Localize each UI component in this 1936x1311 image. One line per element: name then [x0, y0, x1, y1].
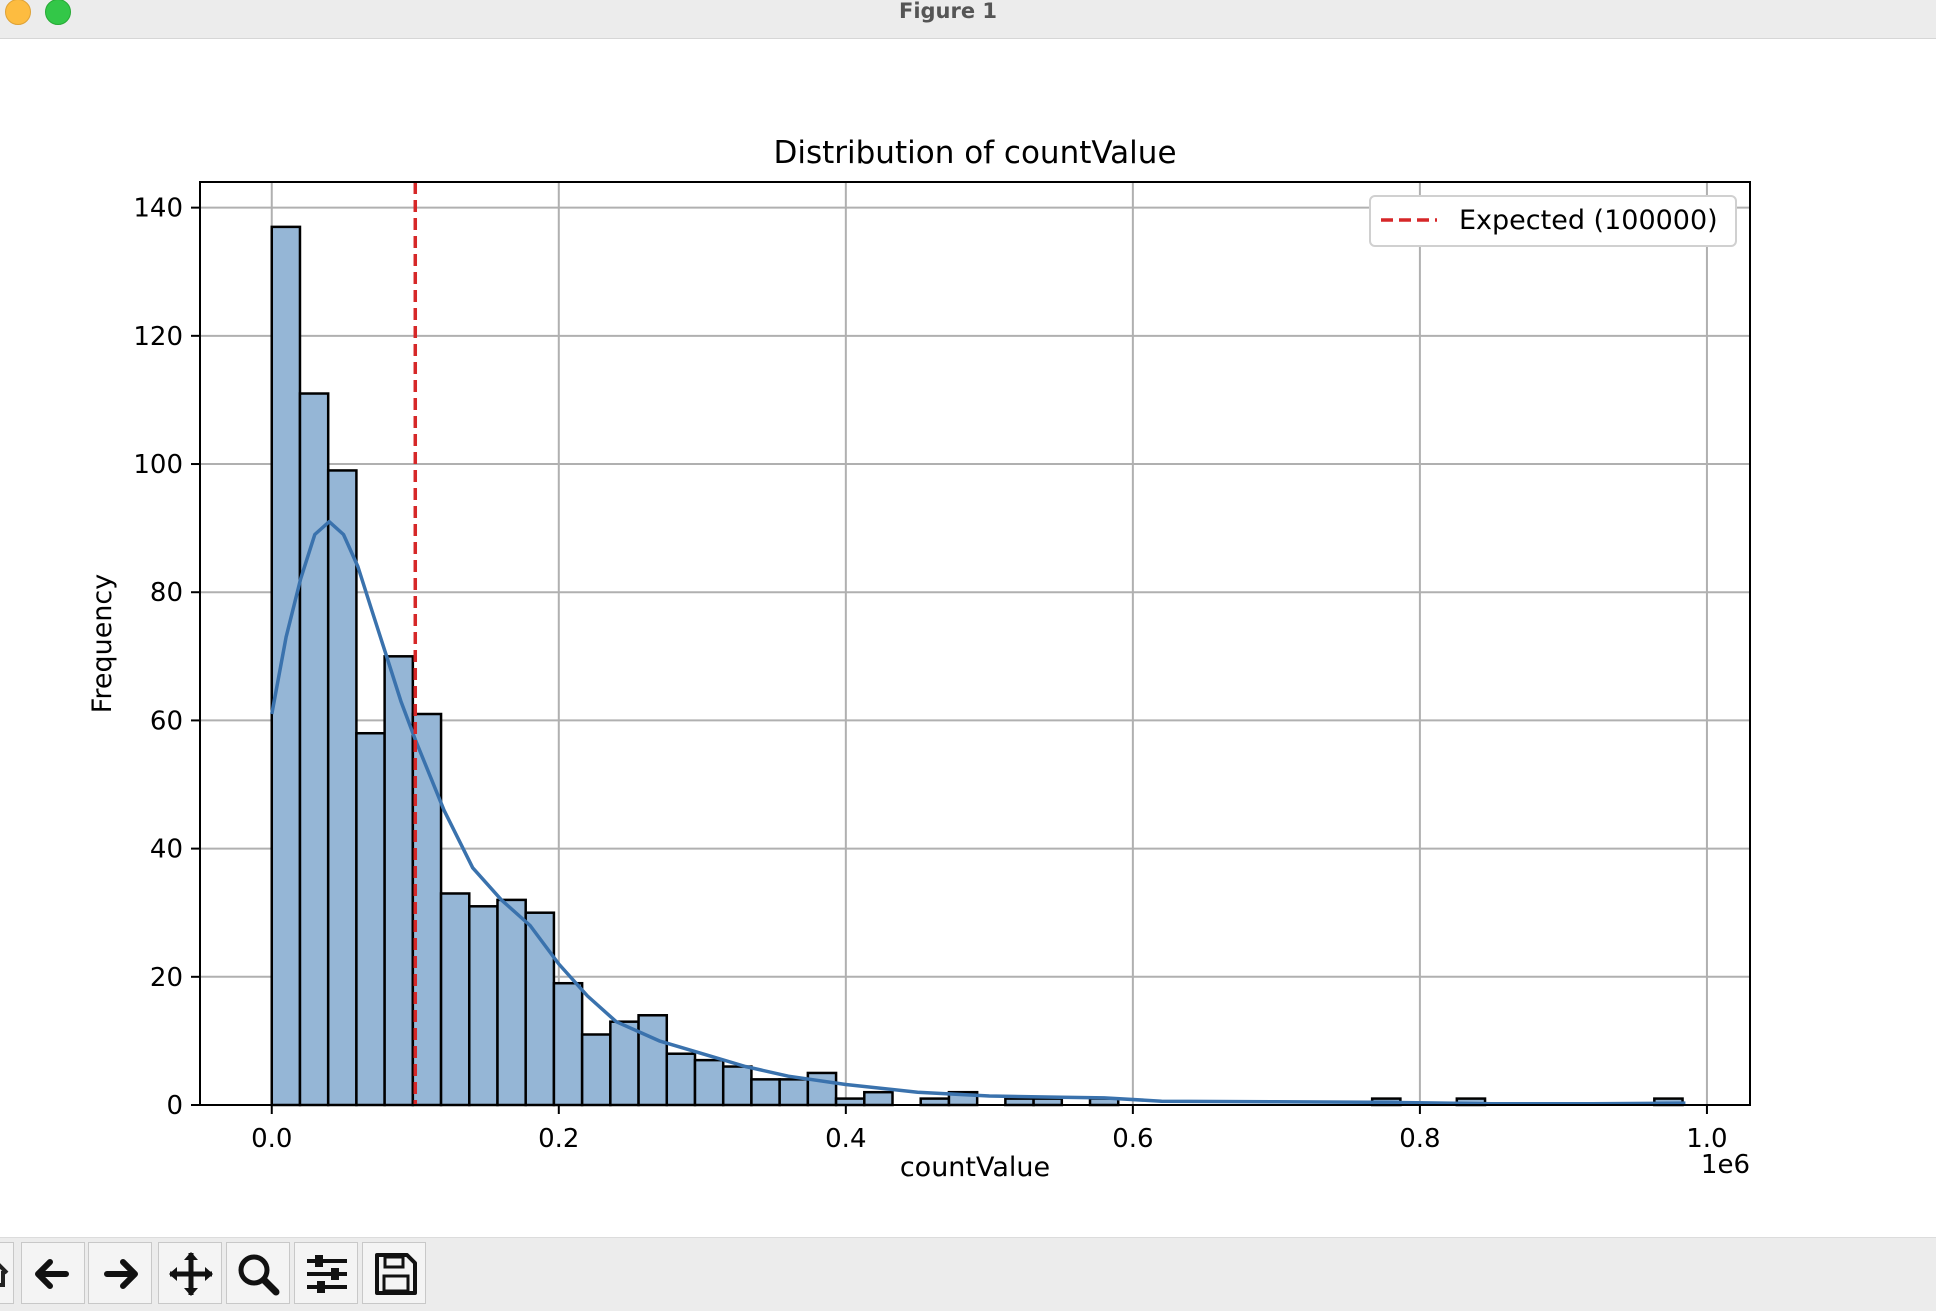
- histogram-bar: [665, 1052, 697, 1107]
- legend-box: [1369, 195, 1737, 247]
- x-tick-label: 0.6: [1112, 1124, 1153, 1154]
- kde-curve: [270, 519, 1686, 1106]
- x-offset-label: 1e6: [1701, 1150, 1750, 1180]
- navigation-toolbar: [0, 1237, 1936, 1311]
- x-tick-label: 0.2: [538, 1124, 579, 1154]
- chart-title: Distribution of countValue: [773, 135, 1176, 171]
- x-tick-label: 1.0: [1686, 1124, 1727, 1154]
- y-tick-label: 140: [133, 194, 183, 224]
- histogram-bar: [609, 1020, 640, 1107]
- y-tick-label: 60: [150, 706, 183, 736]
- histogram-bar: [806, 1071, 838, 1107]
- y-tick-label: 120: [133, 322, 183, 352]
- x-axis-label: countValue: [900, 1152, 1050, 1183]
- x-tick-label: 0.8: [1399, 1124, 1440, 1154]
- histogram-bar: [721, 1065, 753, 1107]
- forward-button[interactable]: [88, 1242, 152, 1304]
- x-tick-label: 0.0: [251, 1124, 292, 1154]
- axes-frame: [199, 181, 1751, 1106]
- configure-subplots-icon: [307, 1255, 347, 1293]
- histogram-bar: [778, 1078, 810, 1107]
- back-arrow-icon: [35, 1259, 69, 1289]
- x-tick-label: 0.4: [825, 1124, 866, 1154]
- histogram-bar: [496, 898, 527, 1107]
- histogram-bar: [637, 1014, 669, 1107]
- zoom-button[interactable]: [226, 1242, 290, 1304]
- zoom-icon: [238, 1254, 280, 1296]
- pan-icon: [169, 1252, 213, 1296]
- histogram-bar: [270, 225, 302, 1107]
- histogram-bar: [439, 892, 471, 1107]
- back-button[interactable]: [21, 1242, 85, 1304]
- legend: Expected (100000): [1369, 195, 1737, 247]
- histogram-chart: 0.0 0.2 0.4 0.6 0.8 1.0 0 20 40 60 80 100 120 140 Dist…: [87, 135, 1751, 1183]
- legend-label: Expected (100000): [1459, 205, 1718, 236]
- figure-canvas: 0.0 0.2 0.4 0.6 0.8 1.0 0 20 40 60 80 100 120 140 Dist…: [0, 39, 1936, 1237]
- zoom-window-button[interactable]: [45, 0, 71, 25]
- y-tick-label: 0: [166, 1091, 183, 1121]
- home-icon: [0, 1263, 9, 1287]
- pan-button[interactable]: [158, 1242, 222, 1304]
- home-button[interactable]: [0, 1242, 14, 1304]
- histogram-bar: [468, 905, 499, 1107]
- configure-subplots-button[interactable]: [294, 1242, 358, 1304]
- histogram-bar: [750, 1078, 781, 1107]
- histogram-bar: [326, 469, 358, 1107]
- y-tick-label: 100: [133, 450, 183, 480]
- save-icon: [375, 1253, 417, 1295]
- histogram-bar: [693, 1058, 725, 1107]
- histogram-bar: [863, 1090, 894, 1107]
- y-tick-label: 40: [150, 835, 183, 865]
- histogram-bar: [552, 981, 584, 1107]
- window-titlebar: Figure 1: [0, 0, 1936, 39]
- histogram-bar: [355, 731, 386, 1107]
- y-tick-label: 20: [150, 963, 183, 993]
- histogram-bar: [580, 1033, 612, 1107]
- window-title: Figure 1: [898, 0, 998, 23]
- histogram-bar: [298, 392, 330, 1107]
- forward-arrow-icon: [104, 1259, 138, 1289]
- y-tick-label: 80: [150, 578, 183, 608]
- minimize-button[interactable]: [5, 0, 31, 25]
- y-axis-label: Frequency: [87, 574, 118, 714]
- save-button[interactable]: [362, 1242, 426, 1304]
- histogram-bar: [411, 712, 443, 1107]
- histogram-bar: [524, 911, 556, 1107]
